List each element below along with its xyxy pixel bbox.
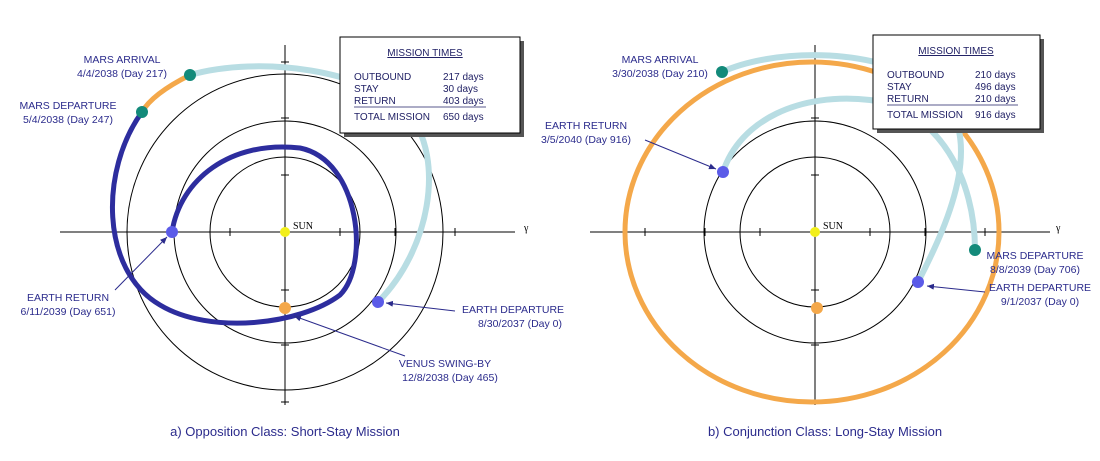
event-date: 9/1/2037 (Day 0) [1001,296,1079,308]
mission-times: MISSION TIMES OUTBOUND 210 days STAY 496… [872,34,1044,133]
row-value: 210 days [975,70,1016,81]
mars-orbit [126,73,444,391]
row-label: RETURN [354,96,396,107]
arrow [644,139,717,170]
mars-departure-point [136,106,148,118]
event-date: 5/4/2038 (Day 247) [23,114,113,126]
event-name: EARTH DEPARTURE [989,282,1091,294]
row-label: RETURN [887,94,929,105]
mission-times: MISSION TIMES OUTBOUND 217 days STAY 30 … [339,36,524,137]
sun [810,227,820,237]
sun [280,227,290,237]
caption: a) Opposition Class: Short-Stay Mission [170,424,400,439]
event-name: EARTH RETURN [545,120,627,132]
event-name: EARTH RETURN [27,292,109,304]
earth-return-point [717,166,729,178]
earth-orbit [703,120,927,344]
event-name: MARS ARRIVAL [84,54,161,66]
event-date: 6/11/2039 (Day 651) [21,306,116,318]
arrow [114,236,168,291]
arrow [926,283,986,293]
venus-point [811,302,823,314]
ticks [114,61,456,403]
row-label: STAY [887,82,912,93]
return-arc [720,95,978,251]
row-value: 217 days [443,72,484,83]
panel-b: SUN γ MARS ARRIVAL 3/30/2038 (Day 210) E… [541,34,1091,439]
box [872,34,1041,130]
row-value: 403 days [443,96,484,107]
row-value: 916 days [975,110,1016,121]
mars-arrival-point [716,66,728,78]
earth-departure-point [372,296,384,308]
event-date: 8/8/2039 (Day 706) [990,264,1080,276]
row-value: 496 days [975,82,1016,93]
caption: b) Conjunction Class: Long-Stay Mission [708,424,942,439]
panel-a: SUN γ MARS ARRIVAL 4/4/2038 (Day 217) MA… [19,36,564,439]
sun-label: SUN [293,221,313,232]
event-name: EARTH DEPARTURE [462,304,564,316]
box [339,36,521,134]
mars-orbit-stay [622,59,1002,405]
earth-departure-point [912,276,924,288]
row-label: OUTBOUND [354,72,411,83]
event-name: MARS DEPARTURE [19,100,116,112]
sun-label: SUN [823,221,843,232]
mars-arrival-point [184,69,196,81]
event-date: 8/30/2037 (Day 0) [478,318,562,330]
row-label: STAY [354,84,379,95]
row-label: TOTAL MISSION [354,112,430,123]
box-title: MISSION TIMES [387,48,463,59]
mars-departure-point [969,244,981,256]
event-name: VENUS SWING-BY [399,358,491,370]
axis-label: γ [1055,223,1061,234]
event-name: MARS DEPARTURE [986,250,1083,262]
event-date: 3/30/2038 (Day 210) [612,68,708,80]
event-date: 4/4/2038 (Day 217) [77,68,167,80]
event-date: 12/8/2038 (Day 465) [402,372,498,384]
return-arc [109,110,359,326]
box-title: MISSION TIMES [918,46,994,57]
row-label: TOTAL MISSION [887,110,963,121]
venus-swingby-point [279,302,291,314]
row-label: OUTBOUND [887,70,944,81]
arrow [385,300,456,312]
stay-arc [139,72,192,114]
earth-return-point [166,226,178,238]
row-value: 650 days [443,112,484,123]
row-value: 210 days [975,94,1016,105]
axis-label: γ [523,223,529,234]
event-date: 3/5/2040 (Day 916) [541,134,631,146]
event-name: MARS ARRIVAL [622,54,699,66]
row-value: 30 days [443,84,478,95]
arrow [293,315,406,357]
